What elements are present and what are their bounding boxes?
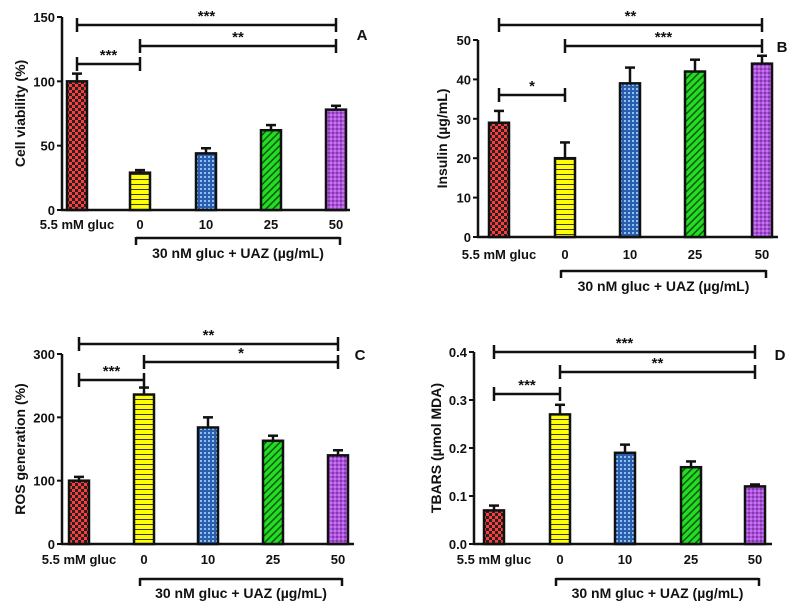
y-tick-label: 100 — [33, 474, 55, 489]
x-tick-label: 50 — [755, 247, 769, 262]
bar-4 — [326, 454, 350, 546]
bar-1 — [553, 156, 577, 239]
panel-letter: C — [355, 347, 366, 364]
x-tick-label: 50 — [331, 552, 345, 567]
x-tick-label: 0 — [136, 217, 143, 232]
bar-3 — [261, 439, 285, 546]
bar-2 — [196, 426, 220, 546]
significance-label: ** — [625, 8, 637, 25]
panel-b: 0 10 20 30 40 50 Insulin (µg/mL) 5.5 mM gluc 0 10… — [434, 8, 788, 294]
group-label: 30 nM gluc + UAZ (µg/mL) — [155, 585, 327, 601]
y-tick-label: 0.4 — [449, 345, 468, 360]
x-tick-label: 25 — [264, 217, 278, 232]
y-tick-label: 0.3 — [449, 393, 467, 408]
y-tick-label: 20 — [457, 151, 471, 166]
significance-label: * — [529, 78, 535, 95]
y-axis-label: ROS generation (%) — [12, 383, 28, 514]
x-tick-label: 10 — [199, 217, 213, 232]
x-tick-label: 25 — [684, 552, 698, 567]
y-tick-label: 0 — [464, 230, 471, 245]
significance-label: *** — [616, 335, 634, 352]
x-tick-label: 5.5 mM gluc — [42, 552, 116, 567]
y-tick-label: 0.1 — [449, 489, 467, 504]
y-tick-label: 10 — [457, 191, 471, 206]
x-tick-label: 5.5 mM gluc — [462, 247, 536, 262]
y-axis-label: Insulin (µg/mL) — [434, 89, 450, 189]
bar-3 — [679, 465, 703, 546]
y-tick-label: 50 — [41, 139, 55, 154]
y-tick-label: 40 — [457, 72, 471, 87]
x-tick-label: 0 — [561, 247, 568, 262]
bar-3 — [259, 128, 283, 212]
significance-label: *** — [103, 363, 121, 380]
bar-0 — [65, 80, 89, 212]
y-tick-label: 50 — [457, 33, 471, 48]
bar-3 — [683, 70, 707, 239]
y-tick-label: 0.2 — [449, 441, 467, 456]
x-tick-label: 5.5 mM gluc — [457, 552, 531, 567]
x-tick-label: 5.5 mM gluc — [40, 217, 114, 232]
panel-d: 0.0 0.1 0.2 0.3 0.4 TBARS (µmol MDA) 5.5 mM gl… — [428, 335, 786, 601]
bar-0 — [67, 479, 91, 546]
panel-letter: D — [775, 347, 786, 364]
x-tick-label: 25 — [688, 247, 702, 262]
x-tick-label: 25 — [266, 552, 280, 567]
y-tick-label: 0 — [48, 203, 55, 218]
bar-4 — [743, 485, 767, 546]
significance-label: ** — [652, 355, 664, 372]
significance-label: *** — [518, 377, 536, 394]
x-tick-label: 10 — [618, 552, 632, 567]
y-tick-label: 30 — [457, 112, 471, 127]
x-tick-label: 0 — [556, 552, 563, 567]
bar-0 — [482, 509, 506, 546]
x-tick-label: 0 — [140, 552, 147, 567]
y-tick-label: 0.0 — [449, 537, 467, 552]
significance-label: ** — [232, 29, 244, 46]
panel-letter: A — [357, 27, 368, 44]
significance-label: *** — [198, 8, 216, 25]
panel-letter: B — [777, 39, 788, 56]
significance-label: *** — [100, 47, 118, 64]
y-axis-label: TBARS (µmol MDA) — [428, 383, 444, 513]
y-tick-label: 150 — [33, 10, 55, 25]
significance-label: *** — [655, 29, 673, 46]
significance-label: * — [238, 345, 244, 362]
bar-4 — [324, 108, 348, 212]
x-tick-label: 10 — [201, 552, 215, 567]
bar-1 — [132, 393, 156, 546]
group-label: 30 nM gluc + UAZ (µg/mL) — [578, 278, 750, 294]
y-axis-label: Cell viability (%) — [12, 60, 28, 167]
bar-1 — [548, 413, 572, 546]
x-tick-label: 10 — [623, 247, 637, 262]
bar-2 — [613, 451, 637, 546]
significance-label: ** — [203, 327, 215, 344]
y-tick-label: 300 — [33, 347, 55, 362]
x-tick-label: 50 — [748, 552, 762, 567]
bar-0 — [487, 121, 511, 239]
group-label: 30 nM gluc + UAZ (µg/mL) — [152, 245, 324, 261]
group-label: 30 nM gluc + UAZ (µg/mL) — [572, 585, 744, 601]
x-tick-label: 50 — [329, 217, 343, 232]
bar-2 — [194, 152, 218, 212]
y-tick-label: 200 — [33, 410, 55, 425]
bar-2 — [618, 82, 642, 239]
y-tick-label: 0 — [48, 537, 55, 552]
bar-1 — [128, 171, 152, 212]
y-tick-label: 100 — [33, 74, 55, 89]
bar-4 — [750, 62, 774, 239]
